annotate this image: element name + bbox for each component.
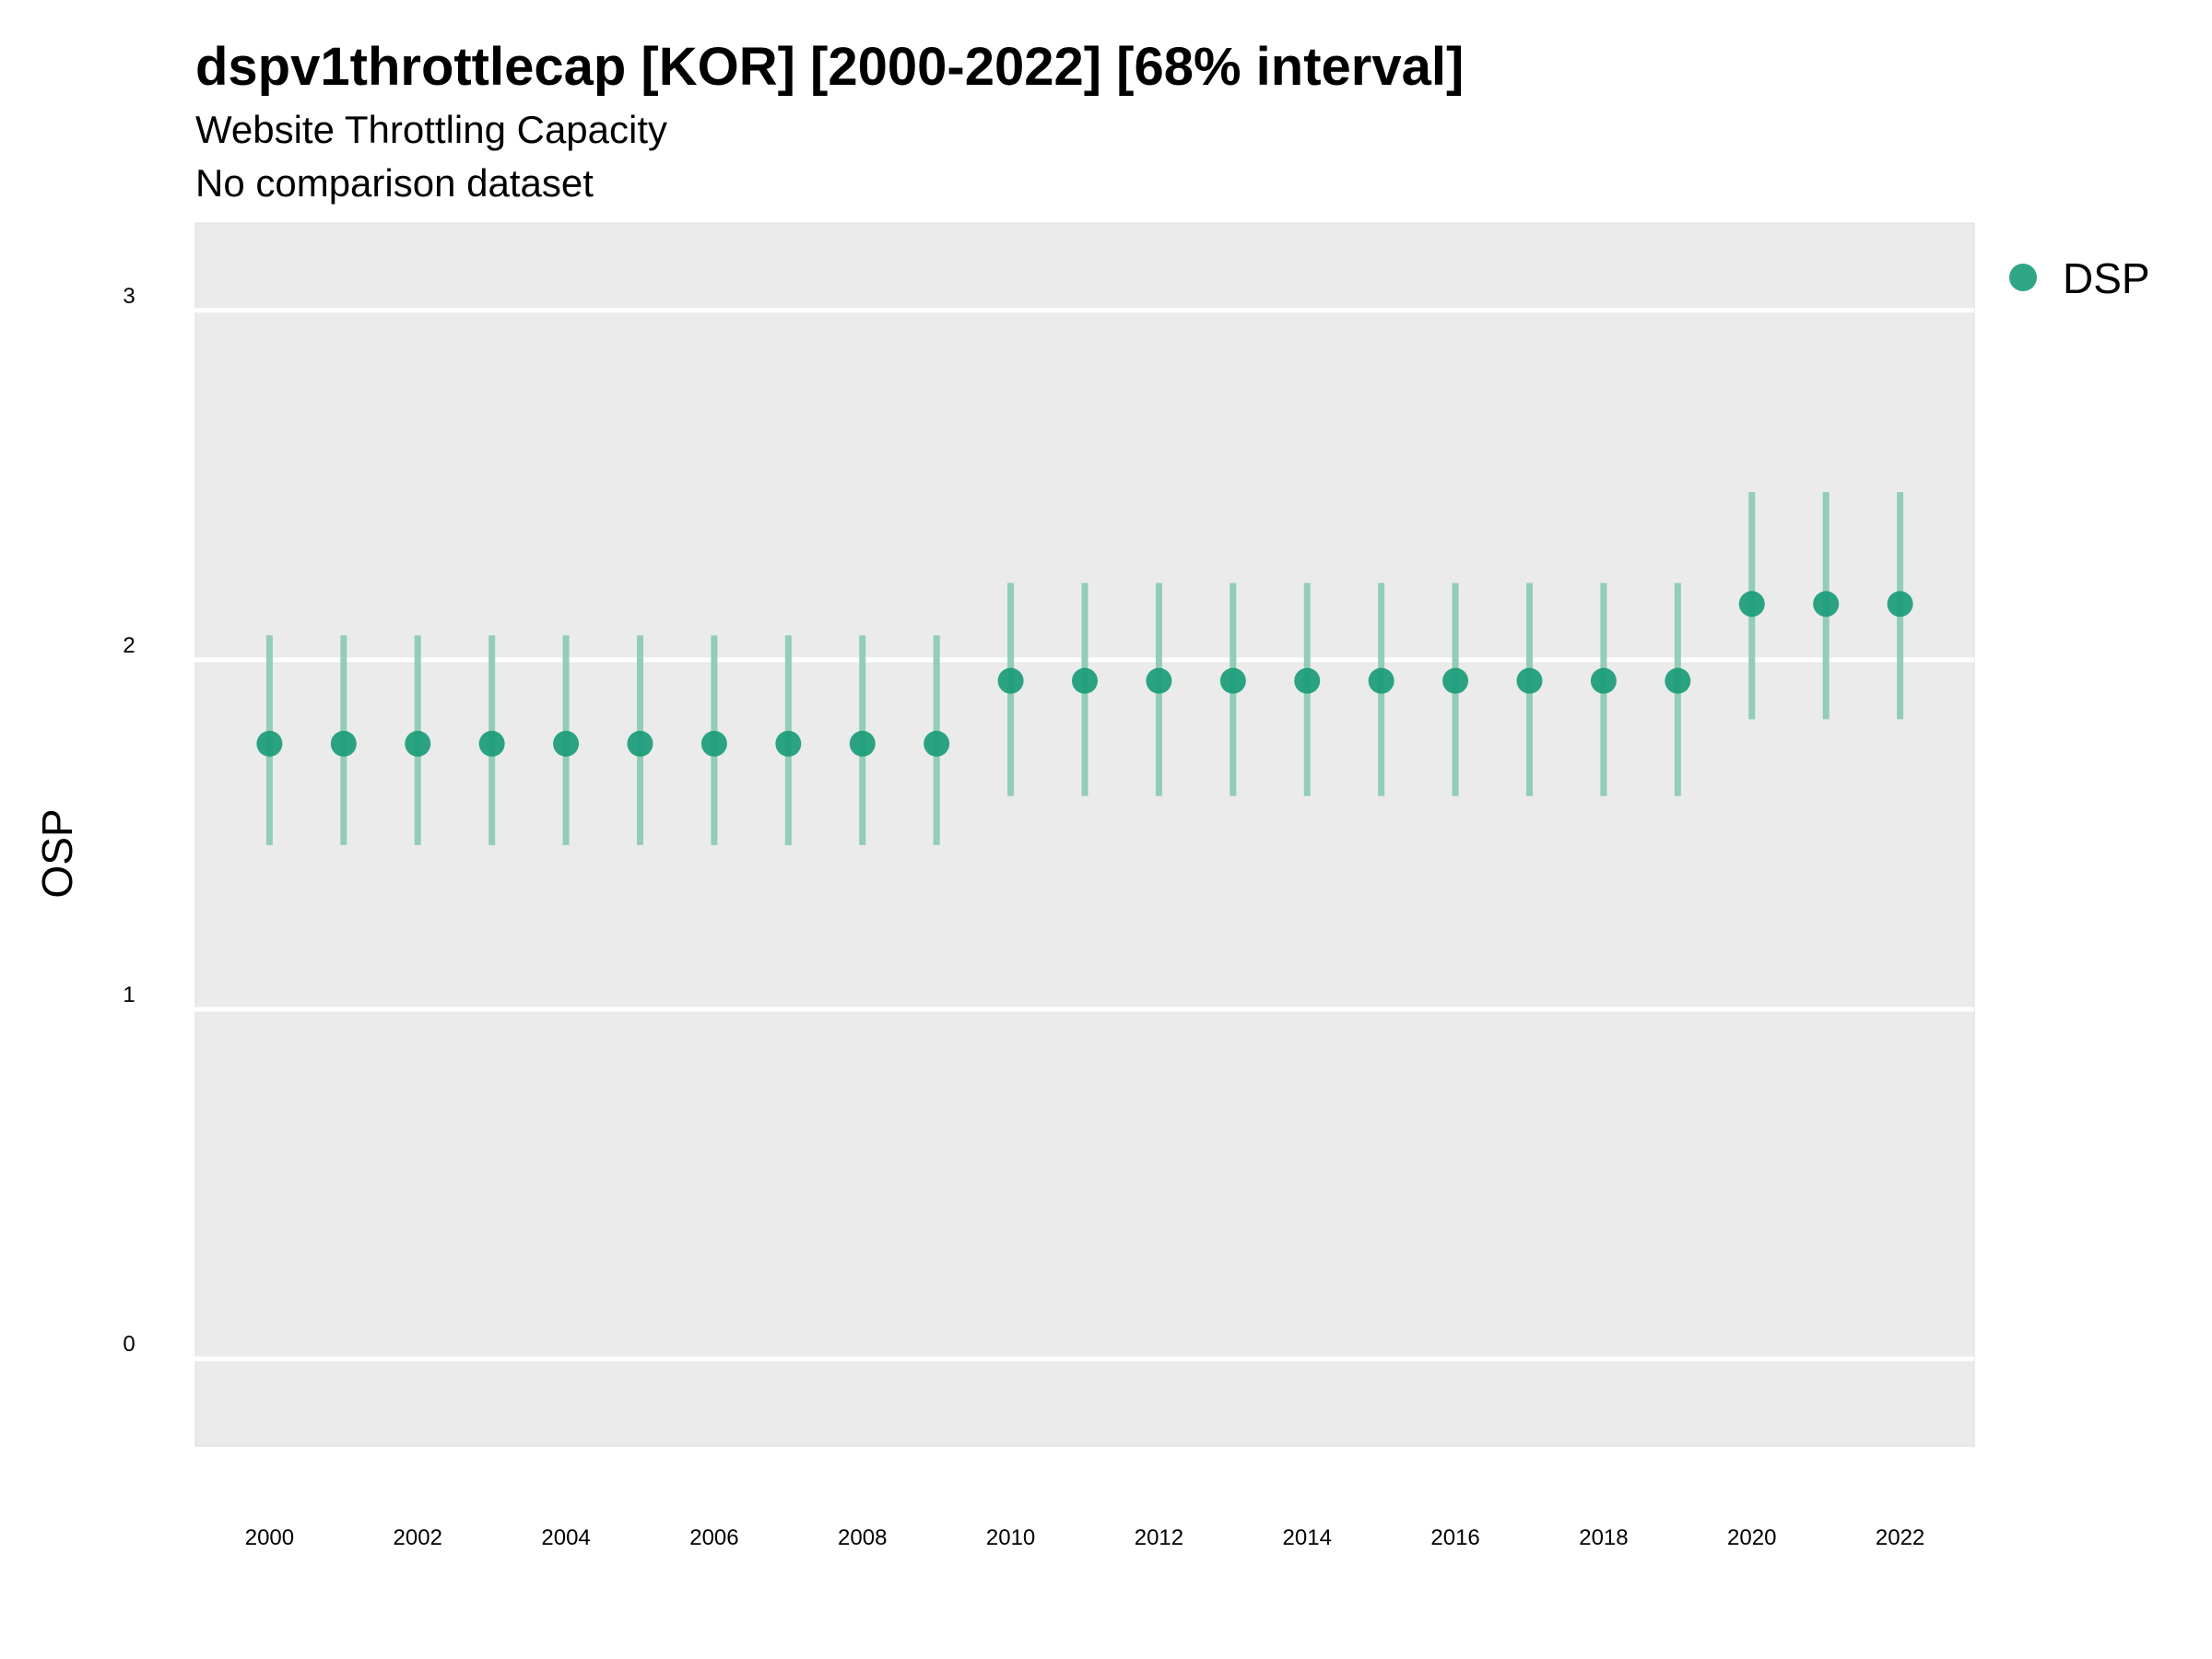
data-point bbox=[775, 730, 802, 757]
x-tick-label: 2010 bbox=[986, 1525, 1035, 1550]
data-point bbox=[1813, 591, 1840, 618]
x-tick-label: 2012 bbox=[1135, 1525, 1183, 1550]
data-point bbox=[330, 730, 357, 757]
data-point bbox=[1738, 591, 1765, 618]
x-tick-label: 2022 bbox=[1876, 1525, 1924, 1550]
chart-title: dspv1throttlecap [KOR] [2000-2022] [68% … bbox=[195, 37, 1464, 97]
data-point bbox=[1219, 667, 1246, 694]
x-axis-ticks: 2000 2002 2004 2006 2008 2010 2012 2014 2016 2018… bbox=[245, 1525, 1925, 1550]
y-axis-ticks: 0 1 2 3 bbox=[123, 284, 135, 1357]
x-tick-label: 2004 bbox=[541, 1525, 590, 1550]
grid-lines bbox=[152, 308, 1974, 1361]
data-point bbox=[256, 730, 283, 757]
data-points bbox=[256, 591, 1913, 757]
data-point bbox=[849, 730, 876, 757]
data-point bbox=[700, 730, 727, 757]
x-tick-label: 2000 bbox=[245, 1525, 294, 1550]
data-point bbox=[1442, 667, 1469, 694]
data-point bbox=[478, 730, 505, 757]
y-axis-label: OSP bbox=[33, 808, 81, 898]
y-tick-label: 0 bbox=[123, 1332, 135, 1357]
data-point bbox=[553, 730, 580, 757]
y-tick-label: 2 bbox=[123, 633, 135, 658]
data-point bbox=[1294, 667, 1321, 694]
x-tick-label: 2014 bbox=[1283, 1525, 1332, 1550]
plot-panel bbox=[194, 222, 1975, 1447]
data-point bbox=[1146, 667, 1172, 694]
x-tick-label: 2006 bbox=[689, 1525, 738, 1550]
data-point bbox=[627, 730, 653, 757]
x-tick-label: 2002 bbox=[394, 1525, 442, 1550]
legend-marker bbox=[2009, 264, 2037, 291]
chart-subtitle: Website Throttling Capacity bbox=[195, 108, 667, 151]
x-tick-label: 2018 bbox=[1579, 1525, 1628, 1550]
x-tick-label: 2016 bbox=[1430, 1525, 1479, 1550]
data-point bbox=[997, 667, 1024, 694]
legend: DSP bbox=[2009, 254, 2150, 302]
data-point bbox=[405, 730, 431, 757]
chart-subtitle-secondary: No comparison dataset bbox=[195, 161, 594, 205]
data-point bbox=[1887, 591, 1913, 618]
data-point bbox=[1665, 667, 1691, 694]
y-tick-label: 3 bbox=[123, 284, 135, 309]
x-tick-label: 2020 bbox=[1727, 1525, 1776, 1550]
data-point bbox=[1590, 667, 1617, 694]
x-tick-label: 2008 bbox=[838, 1525, 887, 1550]
data-point bbox=[1516, 667, 1543, 694]
data-point bbox=[924, 730, 950, 757]
legend-label-dsp: DSP bbox=[2063, 254, 2150, 302]
y-tick-label: 1 bbox=[123, 982, 135, 1007]
data-point bbox=[1368, 667, 1394, 694]
data-point bbox=[1072, 667, 1098, 694]
